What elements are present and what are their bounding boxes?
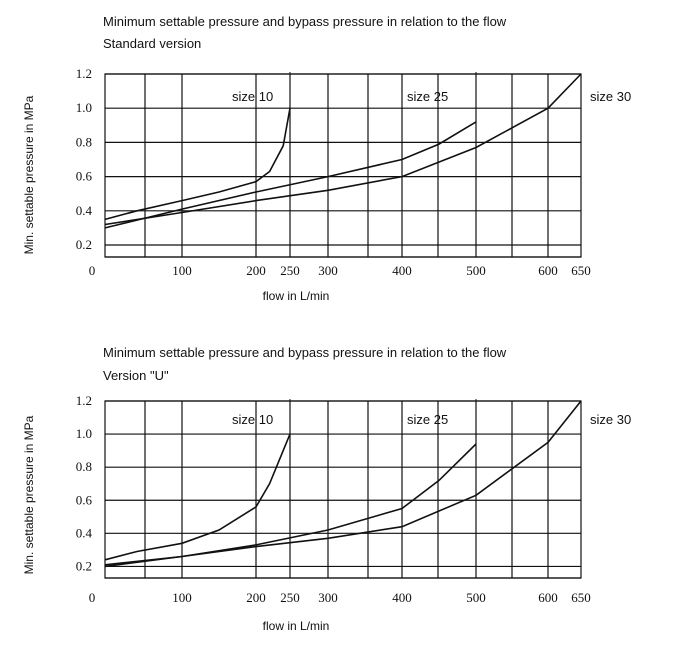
plot-frame [104, 400, 582, 579]
y-tick-label: 0.6 [76, 169, 93, 184]
x-tick-label: 500 [466, 590, 486, 605]
chart-2: Minimum settable pressure and bypass pre… [22, 345, 631, 633]
series-label: size 30 [590, 89, 631, 104]
x-tick-label: 0 [89, 590, 96, 605]
series-line-size-10 [104, 108, 291, 221]
series-line-size-30 [104, 73, 582, 226]
y-tick-label: 0.2 [76, 237, 92, 252]
series-label: size 30 [590, 412, 631, 427]
x-tick-label: 400 [392, 590, 412, 605]
y-tick-label: 0.4 [76, 525, 93, 540]
y-tick-label: 0.4 [76, 203, 93, 218]
series-label: size 25 [407, 412, 448, 427]
x-tick-label: 600 [538, 263, 558, 278]
x-axis-label: flow in L/min [263, 289, 330, 303]
x-tick-label: 400 [392, 263, 412, 278]
y-tick-label: 1.2 [76, 66, 92, 81]
series-line-size-10 [104, 433, 291, 561]
y-tick-label: 1.0 [76, 426, 92, 441]
y-tick-label: 1.0 [76, 100, 92, 115]
x-axis-label: flow in L/min [263, 619, 330, 633]
x-tick-label: 650 [571, 590, 591, 605]
x-tick-label: 500 [466, 263, 486, 278]
x-tick-label: 600 [538, 590, 558, 605]
chart-1: Minimum settable pressure and bypass pre… [22, 14, 631, 303]
y-tick-label: 0.6 [76, 492, 93, 507]
x-tick-label: 650 [571, 263, 591, 278]
chart-subtitle: Version "U" [103, 368, 169, 383]
series-label: size 10 [232, 412, 273, 427]
x-tick-label: 300 [318, 590, 338, 605]
chart-title: Minimum settable pressure and bypass pre… [103, 14, 507, 29]
x-tick-label: 100 [172, 590, 192, 605]
y-axis-label: Min. settable pressure in MPa [22, 415, 36, 574]
x-tick-label: 250 [280, 263, 300, 278]
x-tick-label: 100 [172, 263, 192, 278]
series-label: size 10 [232, 89, 273, 104]
x-tick-label: 200 [246, 590, 266, 605]
x-tick-label: 0 [89, 263, 96, 278]
y-tick-label: 1.2 [76, 393, 92, 408]
x-tick-label: 250 [280, 590, 300, 605]
chart-title: Minimum settable pressure and bypass pre… [103, 345, 507, 360]
y-tick-label: 0.8 [76, 459, 92, 474]
x-tick-label: 200 [246, 263, 266, 278]
chart-subtitle: Standard version [103, 36, 201, 51]
plot-frame [104, 73, 582, 258]
series-line-size-30 [104, 400, 582, 566]
series-label: size 25 [407, 89, 448, 104]
x-tick-label: 300 [318, 263, 338, 278]
y-tick-label: 0.8 [76, 134, 92, 149]
y-tick-label: 0.2 [76, 558, 92, 573]
y-axis-label: Min. settable pressure in MPa [22, 95, 36, 254]
series-line-size-25 [104, 121, 477, 229]
